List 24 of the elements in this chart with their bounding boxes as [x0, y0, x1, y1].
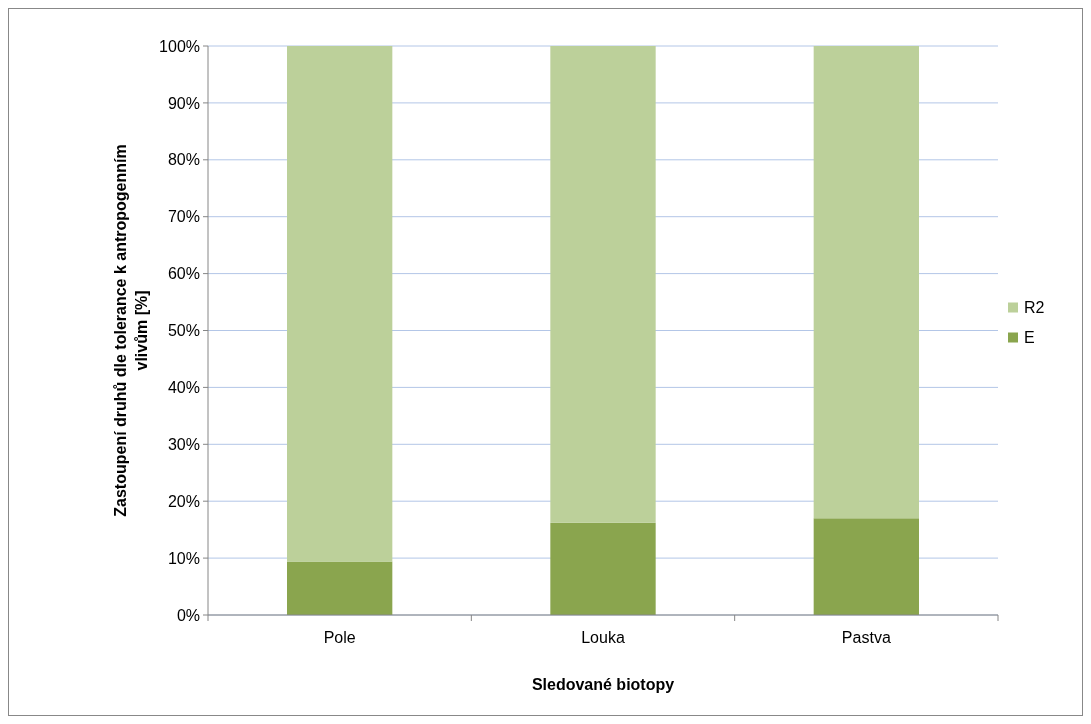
y-tick-label: 20%	[167, 492, 200, 510]
x-tick-label: Pastva	[841, 629, 891, 646]
y-tick-label: 60%	[167, 265, 200, 283]
y-tick-label: 80%	[167, 151, 200, 169]
bar	[550, 522, 656, 615]
y-tick-label: 50%	[167, 322, 200, 340]
legend-label: R2	[1024, 299, 1045, 317]
x-tick-label: Pole	[323, 629, 356, 646]
y-tick-label: 0%	[176, 606, 200, 624]
bar	[287, 46, 393, 562]
legend-label: E	[1024, 329, 1035, 347]
bar	[287, 561, 393, 615]
y-axis-title: Zastoupení druhů dle tolerance k antropogenním vlivům [%]	[112, 144, 150, 517]
y-tick-label: 70%	[167, 208, 200, 226]
bar	[550, 46, 656, 523]
bar	[813, 518, 919, 615]
y-tick-label: 30%	[167, 435, 200, 453]
y-tick-label: 100%	[159, 37, 200, 55]
y-tick-label: 90%	[167, 94, 200, 112]
x-tick-label: Louka	[581, 629, 625, 646]
y-tick-label: 40%	[167, 379, 200, 396]
y-tick-label: 10%	[167, 549, 200, 567]
x-axis-title: Sledované biotopy	[531, 676, 675, 693]
bar	[813, 46, 919, 519]
